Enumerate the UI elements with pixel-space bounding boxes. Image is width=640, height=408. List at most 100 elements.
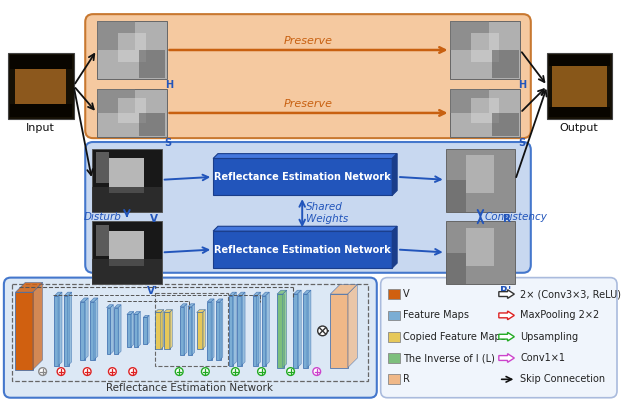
Text: Shared
Weights: Shared Weights — [306, 202, 348, 224]
Bar — [64, 296, 68, 366]
Bar — [547, 53, 612, 119]
Polygon shape — [184, 304, 187, 355]
Bar — [237, 296, 242, 366]
Bar — [492, 50, 519, 78]
Polygon shape — [192, 304, 195, 355]
Polygon shape — [138, 312, 140, 347]
Polygon shape — [294, 290, 301, 294]
Polygon shape — [392, 226, 397, 268]
Polygon shape — [207, 299, 214, 302]
Text: Preserve: Preserve — [284, 36, 333, 46]
Circle shape — [317, 326, 328, 336]
Polygon shape — [155, 310, 164, 313]
Polygon shape — [303, 290, 311, 294]
Bar — [118, 98, 146, 123]
Bar — [388, 289, 400, 299]
Polygon shape — [90, 298, 98, 302]
Polygon shape — [188, 304, 195, 307]
Polygon shape — [216, 299, 223, 302]
Bar — [445, 222, 515, 284]
Bar — [155, 313, 162, 349]
Bar — [139, 113, 165, 136]
Text: Reflectance Estimation Network: Reflectance Estimation Network — [214, 244, 390, 255]
Bar — [471, 98, 499, 123]
Polygon shape — [106, 305, 113, 308]
Polygon shape — [81, 298, 88, 302]
Circle shape — [232, 368, 239, 375]
FancyBboxPatch shape — [85, 14, 531, 138]
Polygon shape — [58, 292, 62, 366]
Text: H: H — [164, 80, 173, 90]
Polygon shape — [111, 305, 113, 354]
Text: Upsampling: Upsampling — [520, 332, 579, 341]
FancyArrow shape — [499, 354, 515, 362]
Bar — [549, 55, 610, 67]
Polygon shape — [232, 292, 236, 366]
Bar — [164, 313, 170, 349]
Polygon shape — [161, 310, 164, 349]
Text: R': R' — [500, 286, 511, 296]
Bar — [15, 292, 33, 370]
Bar — [451, 89, 520, 137]
Polygon shape — [392, 154, 397, 195]
Bar — [303, 294, 308, 368]
FancyArrow shape — [499, 333, 515, 341]
Bar — [155, 293, 228, 366]
Bar — [97, 21, 135, 50]
Circle shape — [109, 368, 116, 375]
Circle shape — [287, 368, 294, 375]
Bar — [467, 228, 494, 266]
Bar — [196, 313, 204, 349]
Bar — [388, 332, 400, 341]
Text: Reflectance Estimation Network: Reflectance Estimation Network — [214, 172, 390, 182]
Polygon shape — [164, 310, 172, 313]
Polygon shape — [211, 299, 214, 360]
Bar — [95, 224, 109, 256]
FancyBboxPatch shape — [85, 142, 531, 273]
Bar — [97, 89, 135, 113]
Bar — [330, 294, 348, 368]
Bar — [97, 89, 166, 137]
Polygon shape — [202, 310, 205, 349]
Polygon shape — [257, 292, 260, 366]
Polygon shape — [180, 304, 187, 307]
Bar — [115, 308, 118, 354]
Text: Copied Feature Maps: Copied Feature Maps — [403, 332, 506, 341]
Polygon shape — [266, 292, 269, 366]
Bar — [92, 186, 162, 212]
FancyArrow shape — [499, 311, 515, 320]
Text: Consistency: Consistency — [484, 212, 547, 222]
Text: Preserve: Preserve — [284, 99, 333, 109]
Bar — [445, 149, 515, 212]
Bar — [12, 284, 368, 381]
Circle shape — [258, 368, 266, 375]
Circle shape — [39, 368, 47, 375]
Text: V: V — [150, 214, 158, 224]
Polygon shape — [262, 292, 269, 296]
Circle shape — [202, 368, 209, 375]
Bar — [54, 296, 59, 366]
FancyBboxPatch shape — [4, 277, 377, 398]
Bar — [134, 315, 138, 347]
Bar — [471, 33, 499, 62]
Bar — [143, 317, 147, 344]
Circle shape — [83, 368, 91, 375]
Polygon shape — [253, 292, 260, 296]
Text: Reflectance Estimation Network: Reflectance Estimation Network — [106, 383, 273, 393]
Polygon shape — [115, 305, 121, 308]
Polygon shape — [348, 284, 357, 368]
Polygon shape — [94, 298, 98, 360]
Text: Feature Maps: Feature Maps — [403, 310, 469, 320]
Circle shape — [129, 368, 136, 375]
Polygon shape — [118, 305, 121, 354]
Polygon shape — [283, 290, 287, 368]
Bar — [188, 307, 192, 355]
Text: V: V — [403, 289, 410, 299]
Polygon shape — [84, 298, 88, 360]
Bar — [90, 302, 95, 360]
Text: MaxPooling 2×2: MaxPooling 2×2 — [520, 310, 600, 320]
Text: S: S — [518, 138, 525, 148]
Polygon shape — [127, 312, 134, 315]
Bar — [445, 180, 467, 212]
Polygon shape — [134, 312, 140, 315]
